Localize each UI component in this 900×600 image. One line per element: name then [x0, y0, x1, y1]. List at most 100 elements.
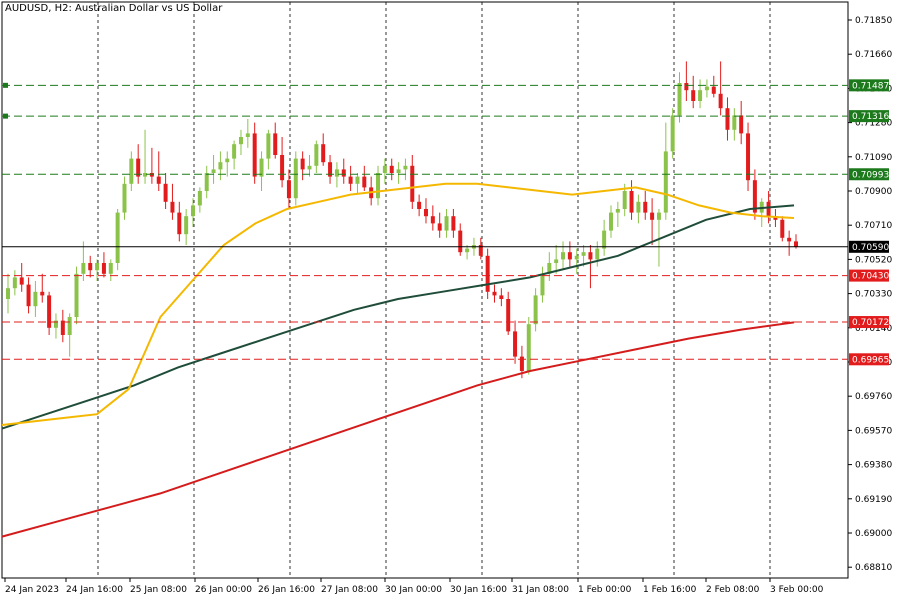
candle-body[interactable] — [328, 162, 333, 177]
candle-body[interactable] — [533, 295, 538, 325]
candle-body[interactable] — [88, 263, 93, 271]
candle-body[interactable] — [656, 212, 661, 220]
candle-body[interactable] — [376, 173, 381, 199]
candle-body[interactable] — [492, 291, 497, 296]
candle-body[interactable] — [218, 162, 223, 170]
candle-body[interactable] — [732, 115, 737, 130]
candle-body[interactable] — [6, 288, 10, 299]
candle-body[interactable] — [184, 216, 189, 235]
candle-body[interactable] — [636, 201, 641, 213]
candle-body[interactable] — [204, 173, 209, 191]
candle-body[interactable] — [608, 212, 613, 231]
candle-body[interactable] — [156, 176, 161, 184]
candle-body[interactable] — [725, 108, 730, 130]
candle-body[interactable] — [540, 273, 545, 296]
candle-body[interactable] — [26, 284, 31, 307]
candle-body[interactable] — [485, 255, 490, 292]
candle-body[interactable] — [300, 158, 305, 170]
candle-body[interactable] — [403, 165, 408, 170]
candle-body[interactable] — [684, 83, 689, 91]
candle-body[interactable] — [60, 320, 65, 335]
candle-body[interactable] — [115, 212, 120, 263]
candle-body[interactable] — [197, 191, 202, 206]
candle-body[interactable] — [382, 165, 387, 173]
candle-body[interactable] — [547, 263, 552, 274]
level-handle[interactable] — [3, 82, 8, 88]
candle-body[interactable] — [554, 259, 559, 263]
candle-body[interactable] — [780, 219, 785, 238]
candle-body[interactable] — [19, 277, 24, 285]
candle-body[interactable] — [191, 205, 196, 217]
candle-body[interactable] — [170, 201, 175, 213]
candle-body[interactable] — [136, 158, 141, 177]
candle-body[interactable] — [362, 176, 367, 188]
candle-body[interactable] — [232, 144, 237, 159]
candle-body[interactable] — [177, 212, 182, 235]
candle-body[interactable] — [602, 230, 607, 249]
candle-body[interactable] — [341, 169, 346, 177]
candle-body[interactable] — [389, 165, 394, 173]
candle-body[interactable] — [245, 133, 250, 137]
candle-body[interactable] — [122, 183, 127, 213]
candle-body[interactable] — [423, 209, 428, 217]
candle-body[interactable] — [293, 158, 298, 199]
candle-body[interactable] — [595, 248, 600, 260]
candle-body[interactable] — [711, 86, 716, 94]
candle-body[interactable] — [458, 230, 463, 253]
candle-body[interactable] — [273, 133, 278, 155]
candle-body[interactable] — [615, 209, 620, 213]
candle-body[interactable] — [526, 324, 531, 371]
candle-body[interactable] — [766, 201, 771, 217]
candle-body[interactable] — [252, 133, 257, 177]
candle-body[interactable] — [663, 151, 668, 213]
candle-body[interactable] — [259, 158, 264, 177]
candle-body[interactable] — [348, 176, 353, 184]
candle-body[interactable] — [417, 201, 422, 209]
candle-body[interactable] — [794, 241, 798, 247]
candle-body[interactable] — [643, 201, 648, 213]
candle-body[interactable] — [499, 295, 504, 299]
candle-body[interactable] — [396, 169, 401, 173]
candle-body[interactable] — [143, 173, 148, 177]
candle-body[interactable] — [33, 291, 38, 307]
candle-body[interactable] — [225, 158, 230, 163]
candle-body[interactable] — [561, 252, 566, 260]
candle-body[interactable] — [211, 169, 216, 173]
candle-body[interactable] — [739, 115, 744, 134]
candle-body[interactable] — [773, 216, 778, 220]
candle-body[interactable] — [718, 93, 723, 109]
candle-body[interactable] — [238, 137, 243, 145]
candle-body[interactable] — [752, 180, 757, 213]
candle-body[interactable] — [47, 295, 52, 328]
candle-body[interactable] — [704, 86, 709, 91]
candle-body[interactable] — [622, 191, 627, 209]
candle-body[interactable] — [691, 90, 696, 101]
candle-body[interactable] — [286, 180, 291, 199]
candle-body[interactable] — [567, 252, 572, 260]
candle-body[interactable] — [81, 263, 86, 274]
candle-body[interactable] — [588, 252, 593, 260]
candle-body[interactable] — [40, 291, 45, 296]
candle-body[interactable] — [698, 90, 703, 101]
candle-body[interactable] — [629, 191, 634, 213]
candle-body[interactable] — [670, 115, 675, 152]
candle-body[interactable] — [410, 165, 415, 202]
candle-body[interactable] — [581, 252, 586, 256]
candle-body[interactable] — [307, 165, 312, 170]
candle-body[interactable] — [129, 158, 134, 184]
candle-body[interactable] — [465, 248, 470, 253]
candle-body[interactable] — [519, 356, 524, 371]
candle-body[interactable] — [437, 223, 442, 231]
candle-body[interactable] — [280, 155, 285, 181]
candle-body[interactable] — [430, 216, 435, 224]
candle-body[interactable] — [67, 317, 72, 335]
candle-body[interactable] — [149, 173, 154, 177]
candle-body[interactable] — [314, 144, 319, 166]
candle-body[interactable] — [101, 263, 106, 274]
candle-body[interactable] — [746, 133, 751, 181]
candle-body[interactable] — [163, 183, 168, 202]
candle-body[interactable] — [321, 144, 326, 163]
candle-body[interactable] — [574, 255, 579, 260]
candle-body[interactable] — [444, 216, 449, 231]
